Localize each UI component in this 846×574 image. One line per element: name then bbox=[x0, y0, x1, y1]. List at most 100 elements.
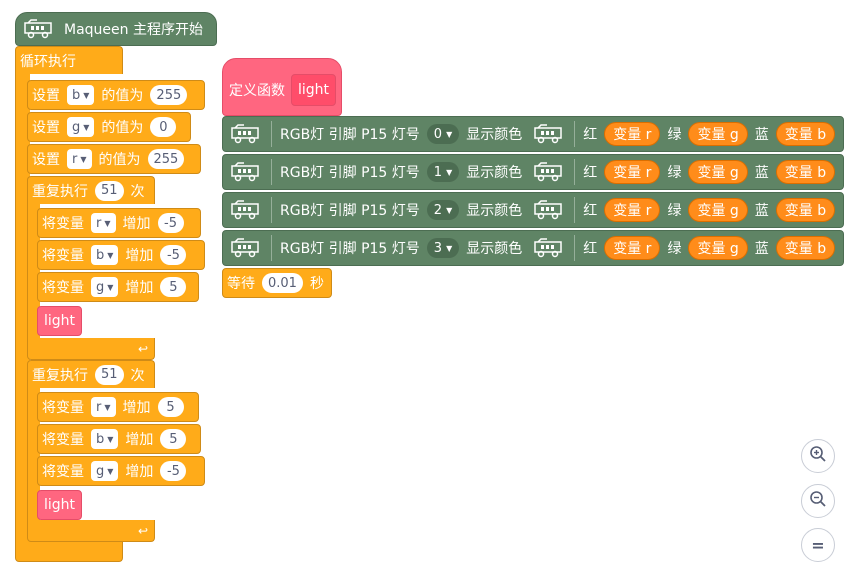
rgb-label: RGB灯 引脚 P15 灯号 bbox=[280, 241, 420, 257]
show-color-label: 显示颜色 bbox=[466, 203, 523, 219]
green-label: 绿 bbox=[667, 241, 682, 257]
blue-variable-reporter[interactable]: 变量 b bbox=[775, 160, 836, 184]
variable-dropdown[interactable]: r ▼ bbox=[91, 397, 116, 417]
wait-suffix: 秒 bbox=[309, 276, 324, 292]
green-variable-reporter[interactable]: 变量 g bbox=[688, 122, 748, 146]
change-label: 将变量 bbox=[42, 248, 84, 264]
dropdown-arrow-icon: ▼ bbox=[446, 167, 453, 177]
change-variable-block[interactable]: 将变量 r ▼ 增加 -5 bbox=[37, 208, 201, 238]
change-variable-block[interactable]: 将变量 g ▼ 增加 -5 bbox=[37, 456, 205, 486]
green-variable-reporter[interactable]: 变量 g bbox=[688, 198, 748, 222]
change-label: 将变量 bbox=[42, 280, 84, 296]
green-label: 绿 bbox=[667, 165, 682, 181]
rgb-led-block[interactable]: RGB灯 引脚 P15 灯号 3 ▼ 显示颜色 红变量 r 绿变量 g 蓝变量 b bbox=[222, 230, 844, 266]
variable-dropdown[interactable]: g ▼ bbox=[91, 277, 119, 297]
blue-variable-reporter[interactable]: 变量 b bbox=[775, 122, 836, 146]
led-index-dropdown[interactable]: 0 ▼ bbox=[426, 124, 460, 144]
set-variable-block[interactable]: 设置 b ▼ 的值为 255 bbox=[27, 80, 205, 110]
value-label: 的值为 bbox=[101, 88, 144, 104]
rgb-led-block[interactable]: RGB灯 引脚 P15 灯号 1 ▼ 显示颜色 红变量 r 绿变量 g 蓝变量 b bbox=[222, 154, 844, 190]
call-light-block[interactable]: light bbox=[37, 306, 83, 336]
change-value-input[interactable]: -5 bbox=[157, 213, 184, 233]
dropdown-arrow-icon: ▼ bbox=[446, 205, 453, 215]
value-input[interactable]: 255 bbox=[147, 149, 185, 169]
dropdown-arrow-icon: ▼ bbox=[107, 434, 114, 444]
wait-block[interactable]: 等待 0.01 秒 bbox=[222, 268, 332, 298]
change-variable-block[interactable]: 将变量 g ▼ 增加 5 bbox=[37, 272, 199, 302]
led-index-dropdown[interactable]: 3 ▼ bbox=[426, 238, 460, 258]
maqueen-car-icon bbox=[229, 161, 263, 183]
blue-variable-reporter[interactable]: 变量 b bbox=[775, 236, 836, 260]
change-variable-block[interactable]: 将变量 b ▼ 增加 -5 bbox=[37, 240, 205, 270]
wait-value-input[interactable]: 0.01 bbox=[262, 273, 303, 293]
rgb-led-block[interactable]: RGB灯 引脚 P15 灯号 2 ▼ 显示颜色 红变量 r 绿变量 g 蓝变量 b bbox=[222, 192, 844, 228]
hat-block-main-start[interactable]: Maqueen 主程序开始 bbox=[15, 12, 217, 46]
repeat-arm bbox=[27, 203, 40, 341]
zoom-out-button[interactable] bbox=[801, 484, 835, 518]
change-value-input[interactable]: -5 bbox=[160, 245, 187, 265]
red-variable-reporter[interactable]: 变量 r bbox=[604, 198, 661, 222]
blue-variable-reporter[interactable]: 变量 b bbox=[775, 198, 836, 222]
red-label: 红 bbox=[583, 203, 598, 219]
led-index-dropdown[interactable]: 2 ▼ bbox=[426, 200, 460, 220]
maqueen-car-icon bbox=[229, 123, 263, 145]
block-separator bbox=[574, 197, 576, 223]
change-value-input[interactable]: 5 bbox=[160, 429, 187, 449]
variable-dropdown[interactable]: b ▼ bbox=[91, 245, 119, 265]
variable-dropdown[interactable]: b ▼ bbox=[91, 429, 119, 449]
repeat-times-input[interactable]: 51 bbox=[95, 364, 124, 385]
repeat-times-input[interactable]: 51 bbox=[95, 180, 124, 201]
led-index-dropdown[interactable]: 1 ▼ bbox=[426, 162, 460, 182]
red-label: 红 bbox=[583, 241, 598, 257]
dropdown-arrow-icon: ▼ bbox=[83, 122, 90, 132]
rgb-label: RGB灯 引脚 P15 灯号 bbox=[280, 203, 420, 219]
value-input[interactable]: 255 bbox=[150, 85, 188, 105]
repeat-block[interactable]: 重复执行 51 次 bbox=[27, 360, 155, 388]
define-label: 定义函数 bbox=[229, 83, 285, 99]
blue-label: 蓝 bbox=[754, 165, 769, 181]
set-variable-block[interactable]: 设置 g ▼ 的值为 0 bbox=[27, 112, 191, 142]
repeat-suffix: 次 bbox=[130, 183, 145, 200]
block-separator bbox=[271, 235, 272, 261]
change-value-input[interactable]: 5 bbox=[160, 277, 187, 297]
change-label: 将变量 bbox=[42, 464, 84, 480]
variable-dropdown[interactable]: g ▼ bbox=[67, 117, 95, 137]
zoom-in-button[interactable] bbox=[801, 439, 835, 473]
increase-label: 增加 bbox=[122, 216, 151, 232]
dropdown-arrow-icon: ▼ bbox=[446, 129, 453, 139]
change-variable-block[interactable]: 将变量 r ▼ 增加 5 bbox=[37, 392, 199, 422]
variable-dropdown[interactable]: b ▼ bbox=[67, 85, 95, 105]
variable-dropdown[interactable]: r ▼ bbox=[91, 213, 116, 233]
forever-block[interactable]: 循环执行 bbox=[15, 46, 123, 74]
red-variable-reporter[interactable]: 变量 r bbox=[604, 122, 661, 146]
change-value-input[interactable]: -5 bbox=[160, 461, 187, 481]
show-color-label: 显示颜色 bbox=[466, 241, 523, 257]
call-label: light bbox=[44, 313, 76, 329]
increase-label: 增加 bbox=[125, 464, 154, 480]
change-label: 将变量 bbox=[42, 432, 84, 448]
change-value-input[interactable]: 5 bbox=[157, 397, 184, 417]
set-variable-block[interactable]: 设置 r ▼ 的值为 255 bbox=[27, 144, 201, 174]
dropdown-arrow-icon: ▼ bbox=[107, 250, 114, 260]
variable-dropdown[interactable]: g ▼ bbox=[91, 461, 119, 481]
red-variable-reporter[interactable]: 变量 r bbox=[604, 236, 661, 260]
define-function-block[interactable]: 定义函数 light bbox=[222, 58, 342, 116]
increase-label: 增加 bbox=[125, 248, 154, 264]
change-variable-block[interactable]: 将变量 b ▼ 增加 5 bbox=[37, 424, 201, 454]
rgb-label: RGB灯 引脚 P15 灯号 bbox=[280, 127, 420, 143]
green-variable-reporter[interactable]: 变量 g bbox=[688, 236, 748, 260]
function-name-prototype[interactable]: light bbox=[291, 74, 337, 106]
dropdown-arrow-icon: ▼ bbox=[104, 402, 111, 412]
value-input[interactable]: 0 bbox=[150, 117, 177, 137]
maqueen-car-icon bbox=[22, 18, 56, 40]
repeat-block[interactable]: 重复执行 51 次 bbox=[27, 176, 155, 204]
variable-dropdown[interactable]: r ▼ bbox=[67, 149, 92, 169]
blue-label: 蓝 bbox=[754, 203, 769, 219]
reset-zoom-button[interactable]: = bbox=[801, 528, 835, 562]
call-light-block[interactable]: light bbox=[37, 490, 83, 520]
set-label: 设置 bbox=[32, 88, 60, 104]
change-label: 将变量 bbox=[42, 216, 84, 232]
red-variable-reporter[interactable]: 变量 r bbox=[604, 160, 661, 184]
green-variable-reporter[interactable]: 变量 g bbox=[688, 160, 748, 184]
rgb-led-block[interactable]: RGB灯 引脚 P15 灯号 0 ▼ 显示颜色 红变量 r 绿变量 g 蓝变量 b bbox=[222, 116, 844, 152]
